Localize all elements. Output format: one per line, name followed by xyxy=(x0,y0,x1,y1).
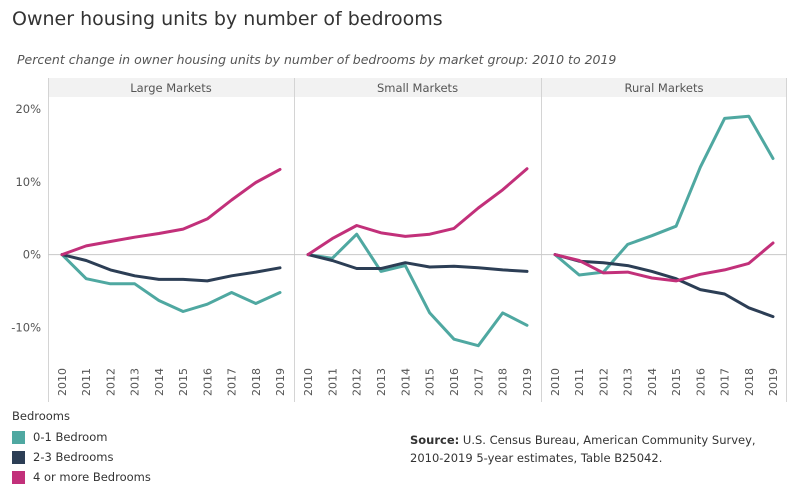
x-tick-label: 2011 xyxy=(573,368,586,396)
legend-label: 0-1 Bedroom xyxy=(33,430,108,444)
y-tick-label: 20% xyxy=(15,102,41,116)
x-tick-label: 2019 xyxy=(767,368,780,396)
x-tick-label: 2014 xyxy=(646,368,659,396)
legend: Bedrooms 0-1 Bedroom 2-3 Bedrooms 4 or m… xyxy=(12,409,151,487)
source-note: Source: U.S. Census Bureau, American Com… xyxy=(410,431,770,467)
series-line-4-or-more-bedrooms xyxy=(553,241,775,283)
x-tick-label: 2013 xyxy=(129,368,142,396)
x-tick-label: 2011 xyxy=(326,368,339,396)
chart-title: Owner housing units by number of bedroom… xyxy=(12,8,443,30)
x-tick-label: 2010 xyxy=(549,368,562,396)
panel-header-bg xyxy=(294,78,541,97)
legend-label: 4 or more Bedrooms xyxy=(33,470,151,484)
series-line-4-or-more-bedrooms xyxy=(60,167,282,257)
x-tick-label: 2014 xyxy=(153,368,166,396)
series-line-2-3-bedrooms xyxy=(60,253,282,283)
x-tick-label: 2019 xyxy=(521,368,534,396)
panel-header-label: Rural Markets xyxy=(625,81,704,95)
x-tick-label: 2010 xyxy=(56,368,69,396)
x-tick-label: 2016 xyxy=(201,368,214,396)
x-tick-label: 2012 xyxy=(597,368,610,396)
x-tick-label: 2013 xyxy=(622,368,635,396)
legend-label: 2-3 Bedrooms xyxy=(33,450,114,464)
x-tick-label: 2015 xyxy=(670,368,683,396)
x-tick-label: 2015 xyxy=(424,368,437,396)
x-tick-label: 2015 xyxy=(177,368,190,396)
panel-rural-markets: Rural Markets 2010 2011 2012 2013 2014 2015 201… xyxy=(541,78,787,402)
y-tick-label: -10% xyxy=(11,321,41,335)
legend-item-2-3-bedrooms[interactable]: 2-3 Bedrooms xyxy=(12,447,151,467)
source-label: Source: xyxy=(410,433,460,447)
legend-swatch-4-plus-bedrooms xyxy=(12,470,25,484)
panel-header-bg xyxy=(541,78,787,97)
source-text: U.S. Census Bureau, American Community S… xyxy=(410,433,756,465)
y-tick-label: 0% xyxy=(23,248,41,262)
x-tick-label: 2014 xyxy=(399,368,412,396)
x-tick-label: 2016 xyxy=(694,368,707,396)
x-tick-label: 2016 xyxy=(448,368,461,396)
x-tick-label: 2011 xyxy=(80,368,93,396)
x-tick-label: 2019 xyxy=(274,368,287,396)
series-line-2-3-bedrooms xyxy=(306,253,529,273)
series-line-0-1-bedroom xyxy=(60,253,282,313)
panel-header-label: Small Markets xyxy=(377,81,458,95)
x-tick-label: 2017 xyxy=(472,368,485,396)
x-tick-label: 2017 xyxy=(719,368,732,396)
series-line-0-1-bedroom xyxy=(306,232,529,348)
x-tick-label: 2018 xyxy=(497,368,510,396)
x-tick-label: 2017 xyxy=(226,368,239,396)
legend-swatch-2-3-bedrooms xyxy=(12,450,25,464)
series-line-2-3-bedrooms xyxy=(553,253,775,319)
panel-header-bg xyxy=(48,78,294,97)
x-tick-label: 2012 xyxy=(351,368,364,396)
panel-header-label: Large Markets xyxy=(130,81,212,95)
x-tick-label: 2018 xyxy=(743,368,756,396)
x-tick-label: 2012 xyxy=(104,368,117,396)
chart-svg: 20% 10% 0% -10% Large Markets 2010 2011 2012 201… xyxy=(11,78,787,402)
legend-swatch-0-1-bedroom xyxy=(12,430,25,444)
panel-large-markets: Large Markets 2010 2011 2012 2013 2014 2015 201… xyxy=(48,78,294,402)
series-line-0-1-bedroom xyxy=(553,114,775,277)
legend-title: Bedrooms xyxy=(12,409,71,423)
legend-item-4-plus-bedrooms[interactable]: 4 or more Bedrooms xyxy=(12,467,151,487)
series-line-4-or-more-bedrooms xyxy=(306,167,529,257)
panel-small-markets: Small Markets 2010 2011 2012 2013 2014 2015 201… xyxy=(294,78,541,402)
x-tick-label: 2013 xyxy=(375,368,388,396)
chart-subtitle: Percent change in owner housing units by… xyxy=(17,52,617,67)
x-tick-label: 2010 xyxy=(302,368,315,396)
x-tick-label: 2018 xyxy=(250,368,263,396)
y-tick-label: 10% xyxy=(15,175,41,189)
legend-item-0-1-bedroom[interactable]: 0-1 Bedroom xyxy=(12,427,151,447)
